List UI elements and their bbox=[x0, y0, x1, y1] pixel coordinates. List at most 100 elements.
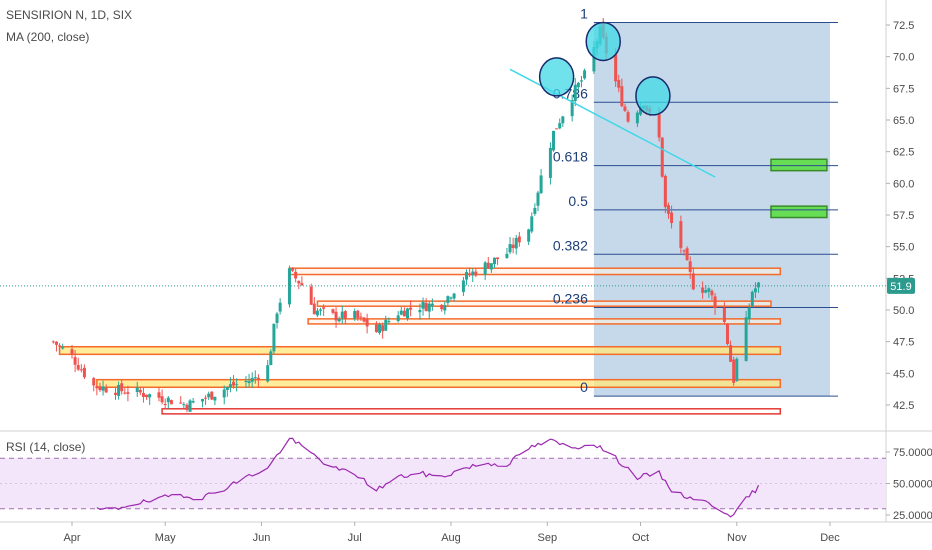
candle-body bbox=[626, 112, 630, 122]
candle-body bbox=[552, 130, 556, 151]
candle-body bbox=[691, 273, 695, 290]
candle-body bbox=[381, 325, 385, 332]
x-tick-label: Dec bbox=[820, 532, 840, 544]
candle-body bbox=[623, 106, 627, 111]
y-tick-label: 47.5 bbox=[893, 337, 914, 349]
candle-body bbox=[169, 400, 173, 405]
y-tick-label: 70.0 bbox=[893, 52, 914, 64]
candle-body bbox=[135, 387, 139, 393]
rsi-tick-label: 75.0000 bbox=[893, 447, 932, 459]
candle-body bbox=[384, 319, 388, 331]
candle-body bbox=[113, 392, 117, 395]
candle-body bbox=[583, 70, 587, 79]
candle-body bbox=[247, 381, 251, 384]
candle-body bbox=[297, 280, 301, 284]
candle-body bbox=[51, 341, 55, 343]
y-tick-label: 62.5 bbox=[893, 147, 914, 159]
candle-body bbox=[210, 391, 214, 400]
candle-body bbox=[148, 394, 152, 398]
candle-body bbox=[514, 237, 518, 249]
y-tick-label: 60.0 bbox=[893, 178, 914, 190]
candle-body bbox=[207, 393, 211, 398]
current-price-tag bbox=[887, 277, 915, 294]
candle-body bbox=[300, 283, 304, 286]
candle-body bbox=[666, 205, 670, 214]
x-tick-label: Aug bbox=[441, 532, 461, 544]
candle-body bbox=[446, 296, 450, 303]
fib-label-0.236: 0.236 bbox=[553, 290, 588, 306]
x-tick-label: Jun bbox=[253, 532, 271, 544]
candle-body bbox=[427, 303, 431, 312]
candle-body bbox=[315, 310, 319, 316]
candle-body bbox=[430, 303, 434, 306]
candle-body bbox=[82, 367, 86, 378]
fib-label-0.618: 0.618 bbox=[553, 149, 588, 165]
candle-body bbox=[272, 323, 276, 352]
candle-body bbox=[701, 287, 705, 293]
candle-body bbox=[185, 404, 189, 410]
candle-body bbox=[79, 369, 83, 371]
candle-body bbox=[58, 345, 62, 347]
rsi-tick-label: 50.0000 bbox=[893, 479, 932, 491]
candle-body bbox=[421, 301, 425, 309]
candle-body bbox=[362, 317, 366, 322]
candle-body bbox=[319, 309, 323, 311]
candle-body bbox=[73, 357, 77, 365]
candle-body bbox=[138, 389, 142, 393]
candle-body bbox=[533, 207, 537, 214]
candle-body bbox=[253, 377, 257, 379]
candle-body bbox=[492, 257, 496, 265]
candle-body bbox=[157, 392, 161, 398]
candle-body bbox=[713, 296, 717, 308]
candle-body bbox=[729, 345, 733, 362]
candle-body bbox=[486, 262, 490, 269]
candle-body bbox=[331, 309, 335, 313]
fib-label-0.5: 0.5 bbox=[568, 193, 588, 209]
rsi-tick-label: 25.0000 bbox=[893, 510, 932, 522]
y-tick-label: 57.5 bbox=[893, 210, 914, 222]
candle-body bbox=[536, 192, 540, 206]
x-tick-label: Nov bbox=[727, 532, 747, 544]
candle-body bbox=[688, 261, 692, 272]
zone-yellow-4 bbox=[96, 378, 782, 389]
y-tick-label: 67.5 bbox=[893, 83, 914, 95]
candle-body bbox=[635, 112, 639, 124]
candle-body bbox=[750, 291, 754, 306]
candle-body bbox=[291, 267, 295, 271]
candle-body bbox=[468, 273, 472, 276]
candle-body bbox=[579, 80, 583, 82]
candle-body bbox=[570, 100, 574, 117]
candle-body bbox=[474, 271, 478, 276]
candle-body bbox=[735, 358, 739, 381]
candle-body bbox=[707, 288, 711, 292]
candle-body bbox=[685, 248, 689, 261]
candle-body bbox=[200, 398, 204, 402]
candle-body bbox=[449, 297, 453, 299]
candle-body bbox=[558, 123, 562, 129]
candle-body bbox=[250, 377, 254, 382]
candle-body bbox=[76, 365, 80, 370]
candle-body bbox=[163, 403, 167, 405]
candle-body bbox=[663, 175, 667, 208]
candle-body bbox=[294, 271, 298, 279]
candle-body bbox=[312, 303, 316, 315]
rsi-line bbox=[96, 437, 760, 518]
candle-body bbox=[396, 315, 400, 321]
candle-body bbox=[409, 307, 413, 310]
highlight-circle-2 bbox=[585, 21, 621, 62]
candle-body bbox=[402, 310, 406, 317]
zone-green-6 bbox=[770, 158, 828, 172]
candle-body bbox=[353, 311, 357, 319]
candle-body bbox=[213, 396, 217, 401]
candle-body bbox=[452, 293, 456, 299]
candle-body bbox=[489, 263, 493, 270]
candle-body bbox=[228, 384, 232, 388]
candle-body bbox=[710, 290, 714, 296]
candle-body bbox=[98, 386, 102, 391]
candle-body bbox=[275, 313, 279, 323]
candle-body bbox=[576, 82, 580, 88]
candle-body bbox=[343, 311, 347, 319]
candle-body bbox=[471, 271, 475, 276]
candle-body bbox=[365, 319, 369, 327]
